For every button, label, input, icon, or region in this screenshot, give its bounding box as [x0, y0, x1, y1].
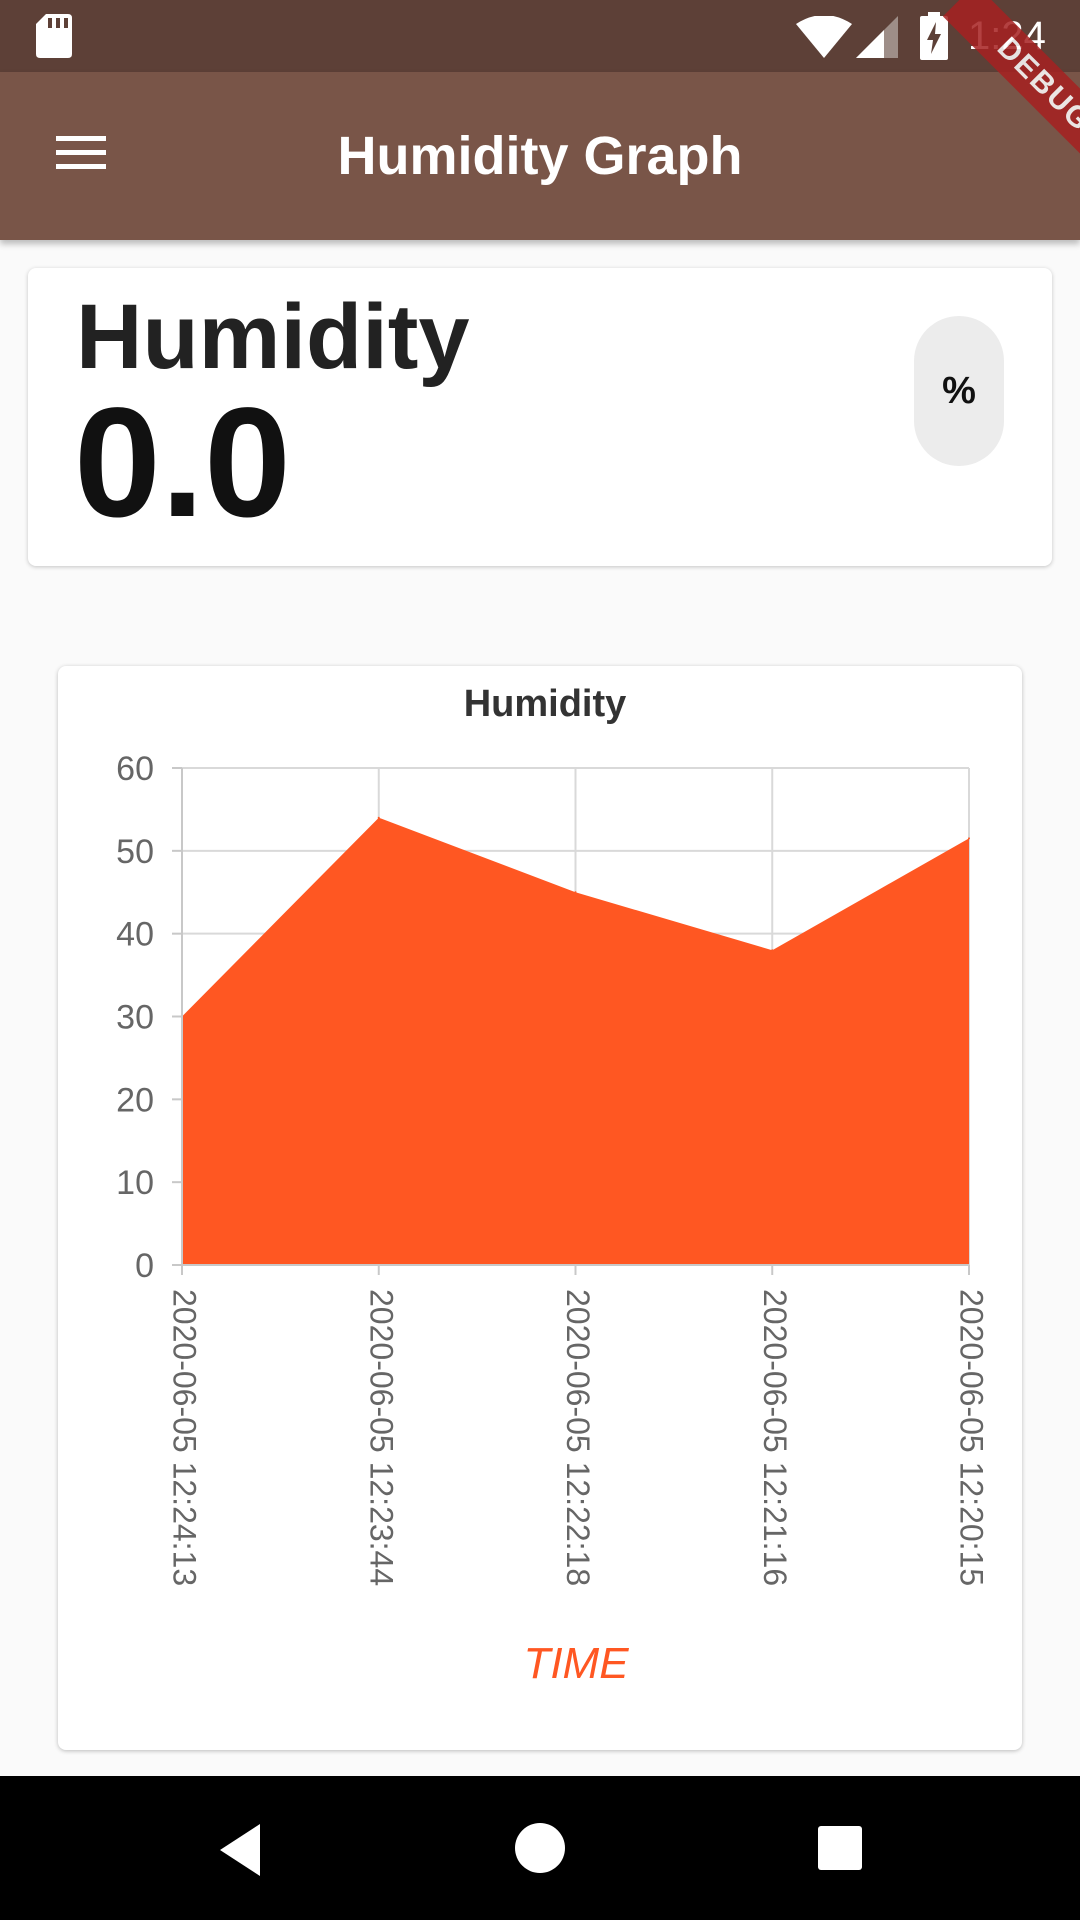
page-title: Humidity Graph: [337, 126, 743, 186]
status-clock: 1:24: [968, 14, 1046, 58]
humidity-chart: Humidity 0 10 20 30 40 50 60 2020-06-05 12:24:13…: [116, 683, 990, 1688]
sd-card-icon: [36, 14, 72, 58]
x-axis-label: TIME: [523, 1639, 629, 1688]
y-tick-label: 0: [135, 1247, 154, 1285]
y-tick-label: 60: [116, 750, 154, 788]
app-bar: Humidity Graph: [0, 72, 1080, 240]
hamburger-menu-icon[interactable]: [50, 130, 110, 174]
reading-value: 0.0: [74, 376, 291, 550]
home-icon[interactable]: [514, 1822, 566, 1874]
cell-signal-icon: [856, 16, 898, 58]
chart-title: Humidity: [464, 683, 627, 725]
data-point: [968, 837, 970, 840]
recents-icon[interactable]: [816, 1824, 864, 1872]
system-nav-bar: [0, 1776, 1080, 1920]
data-point: [377, 816, 380, 819]
unit-toggle-button[interactable]: %: [914, 316, 1004, 466]
y-tick-label: 30: [116, 999, 154, 1037]
wifi-icon: [796, 16, 852, 58]
y-tick-label: 10: [116, 1164, 154, 1202]
x-tick-label: 2020-06-05 12:23:44: [363, 1289, 399, 1586]
x-tick-label: 2020-06-05 12:22:18: [560, 1289, 596, 1586]
data-point: [574, 891, 577, 894]
y-tick-label: 20: [116, 1081, 154, 1119]
x-tick-label: 2020-06-05 12:24:13: [167, 1289, 203, 1586]
status-bar: 1:24: [0, 0, 1080, 72]
y-tick-label: 50: [116, 833, 154, 871]
chart-card: Humidity 0 10 20 30 40 50 60 2020-06-05 12:24:13…: [58, 666, 1022, 1750]
x-tick-label: 2020-06-05 12:20:15: [954, 1289, 990, 1586]
humidity-reading-card: Humidity 0.0 %: [28, 268, 1052, 566]
battery-charging-icon: [920, 12, 948, 60]
humidity-area-series: [182, 817, 969, 1265]
data-point: [771, 949, 774, 952]
x-tick-label: 2020-06-05 12:21:16: [757, 1289, 793, 1586]
back-icon[interactable]: [216, 1822, 264, 1878]
reading-label: Humidity: [76, 286, 470, 388]
y-tick-label: 40: [116, 916, 154, 954]
